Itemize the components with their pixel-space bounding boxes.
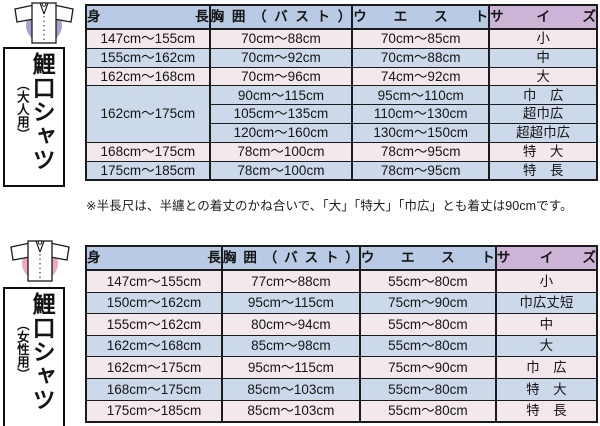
table-row: 147cm～155cm 70cm～88cm 70cm～85cm 小	[85, 28, 598, 49]
cell-size: 特 長	[488, 160, 598, 181]
cell-size: 小	[494, 269, 599, 293]
cell-bust: 78cm～100cm	[208, 160, 354, 181]
cell-height: 155cm～162cm	[85, 313, 223, 336]
cell-size: 巾広丈短	[494, 291, 599, 315]
cell-height-merged: 162cm～175cm	[85, 85, 211, 143]
adult-shirt-icon	[6, 0, 82, 48]
table-row: 155cm～162cm 70cm～92cm 70cm～88cm 中	[85, 47, 598, 68]
header-row: 身長 胸囲（バスト） ウエスト サイズ	[85, 4, 598, 30]
cell-waist: 55cm～80cm	[358, 377, 497, 401]
cell-waist: 55cm～80cm	[358, 269, 497, 293]
cell-waist: 75cm～90cm	[358, 356, 497, 379]
table-row: 147cm～155cm 77cm～88cm 55cm～80cm 小	[85, 269, 599, 293]
column-header-size: サイズ	[488, 4, 598, 30]
cell-bust: 85cm～98cm	[220, 334, 361, 358]
koikuchi-shirt-icon	[10, 240, 70, 282]
cell-waist: 55cm～80cm	[358, 399, 497, 423]
koikuchi-shirt-icon	[14, 2, 74, 44]
cell-waist: 55cm～80cm	[358, 334, 497, 358]
cell-bust: 95cm～115cm	[220, 356, 361, 379]
cell-size: 特 大	[494, 377, 599, 401]
vertical-text: 鯉口シャツ （大人用）	[14, 49, 56, 185]
cell-waist: 78cm～95cm	[351, 141, 491, 162]
cell-height: 162cm～175cm	[85, 356, 223, 379]
cell-waist: 75cm～90cm	[358, 291, 497, 315]
cell-bust: 95cm～115cm	[220, 291, 361, 315]
adult-product-label: 鯉口シャツ （大人用）	[3, 47, 65, 187]
footnote: ※半長尺は、半纏との着丈のかね合いで、「大」「特大」「巾広」とも着丈は90cmで…	[86, 199, 573, 213]
cell-waist: 95cm～110cm	[351, 85, 491, 106]
cell-height: 162cm～168cm	[85, 334, 223, 358]
cell-bust: 85cm～103cm	[220, 399, 361, 423]
table-row: 150cm～162cm 95cm～115cm 75cm～90cm 巾広丈短	[85, 291, 599, 315]
table-row: 175cm～185cm 78cm～100cm 78cm～95cm 特 長	[85, 160, 598, 181]
column-header-height: 身長	[85, 4, 211, 30]
column-header-bust: 胸囲（バスト）	[208, 4, 354, 30]
cell-waist: 130cm～150cm	[351, 122, 491, 143]
table-row: 105cm～135cm 110cm～130cm 超巾広	[86, 104, 598, 124]
cell-size: 中	[488, 47, 598, 68]
cell-bust: 120cm～160cm	[208, 122, 354, 143]
table-row: 162cm～175cm 95cm～115cm 75cm～90cm 巾 広	[85, 356, 599, 379]
cell-height: 175cm～185cm	[85, 160, 211, 181]
cell-waist: 110cm～130cm	[351, 104, 491, 124]
cell-bust: 78cm～100cm	[208, 141, 354, 162]
cell-size: 中	[494, 313, 599, 336]
cell-bust: 70cm～92cm	[208, 47, 354, 68]
cell-size: 超超巾広	[488, 122, 598, 143]
cell-size: 小	[488, 28, 598, 49]
cell-bust: 70cm～88cm	[208, 28, 354, 49]
cell-bust: 70cm～96cm	[208, 66, 354, 87]
table-row: 168cm～175cm 85cm～103cm 55cm～80cm 特 大	[85, 377, 599, 401]
cell-waist: 70cm～88cm	[351, 47, 491, 68]
table-row: 120cm～160cm 130cm～150cm 超超巾広	[86, 122, 598, 143]
women-product-label: 鯉口シャツ （女性用）	[3, 287, 65, 426]
column-header-waist: ウエスト	[351, 4, 491, 30]
cell-height: 155cm～162cm	[85, 47, 211, 68]
women-label-sub: （女性用）	[14, 318, 29, 381]
cell-height: 168cm～175cm	[85, 377, 223, 401]
cell-height: 147cm～155cm	[85, 28, 211, 49]
cell-bust: 105cm～135cm	[208, 104, 354, 124]
cell-size: 巾 広	[494, 356, 599, 379]
table-row: 155cm～162cm 80cm～94cm 55cm～80cm 中	[85, 313, 599, 336]
column-header-height: 身長	[85, 245, 223, 271]
cell-height: 175cm～185cm	[85, 399, 223, 423]
adult-size-table: 身長 胸囲（バスト） ウエスト サイズ 147cm～155cm 70cm～88c…	[85, 4, 598, 182]
column-header-size: サイズ	[494, 245, 599, 271]
cell-size: 特 長	[494, 399, 599, 423]
cell-height: 168cm～175cm	[85, 141, 211, 162]
cell-height: 162cm～168cm	[85, 66, 211, 87]
cell-bust: 85cm～103cm	[220, 377, 361, 401]
women-size-table: 身長 胸囲（バスト） ウエスト サイズ 147cm～155cm 77cm～88c…	[85, 245, 599, 424]
cell-height: 150cm～162cm	[85, 291, 223, 315]
cell-bust: 80cm～94cm	[220, 313, 361, 336]
cell-size: 大	[488, 66, 598, 87]
adult-label-sub: （大人用）	[14, 78, 29, 141]
column-header-bust: 胸囲（バスト）	[220, 245, 361, 271]
cell-waist: 70cm～85cm	[351, 28, 491, 49]
table-row: 162cm～168cm 85cm～98cm 55cm～80cm 大	[85, 334, 599, 358]
cell-waist: 55cm～80cm	[358, 313, 497, 336]
women-shirt-icon	[2, 238, 78, 286]
cell-size: 特 大	[488, 141, 598, 162]
header-row: 身長 胸囲（バスト） ウエスト サイズ	[85, 245, 599, 271]
cell-size: 大	[494, 334, 599, 358]
cell-size: 超巾広	[488, 104, 598, 124]
cell-bust: 77cm～88cm	[220, 269, 361, 293]
cell-height: 147cm～155cm	[85, 269, 223, 293]
cell-size: 巾 広	[488, 85, 598, 106]
table-row: 162cm～175cm 90cm～115cm 95cm～110cm 巾 広	[85, 85, 598, 143]
table-row: 162cm～168cm 70cm～96cm 74cm～92cm 大	[85, 66, 598, 87]
column-header-waist: ウエスト	[358, 245, 497, 271]
cell-waist: 74cm～92cm	[351, 66, 491, 87]
table-row: 175cm～185cm 85cm～103cm 55cm～80cm 特 長	[85, 399, 599, 423]
table-row: 168cm～175cm 78cm～100cm 78cm～95cm 特 大	[85, 141, 598, 162]
women-label-main: 鯉口シャツ	[29, 292, 56, 412]
vertical-text: 鯉口シャツ （女性用）	[14, 289, 56, 426]
cell-waist: 78cm～95cm	[351, 160, 491, 181]
adult-label-main: 鯉口シャツ	[29, 52, 56, 172]
cell-bust: 90cm～115cm	[208, 85, 354, 106]
